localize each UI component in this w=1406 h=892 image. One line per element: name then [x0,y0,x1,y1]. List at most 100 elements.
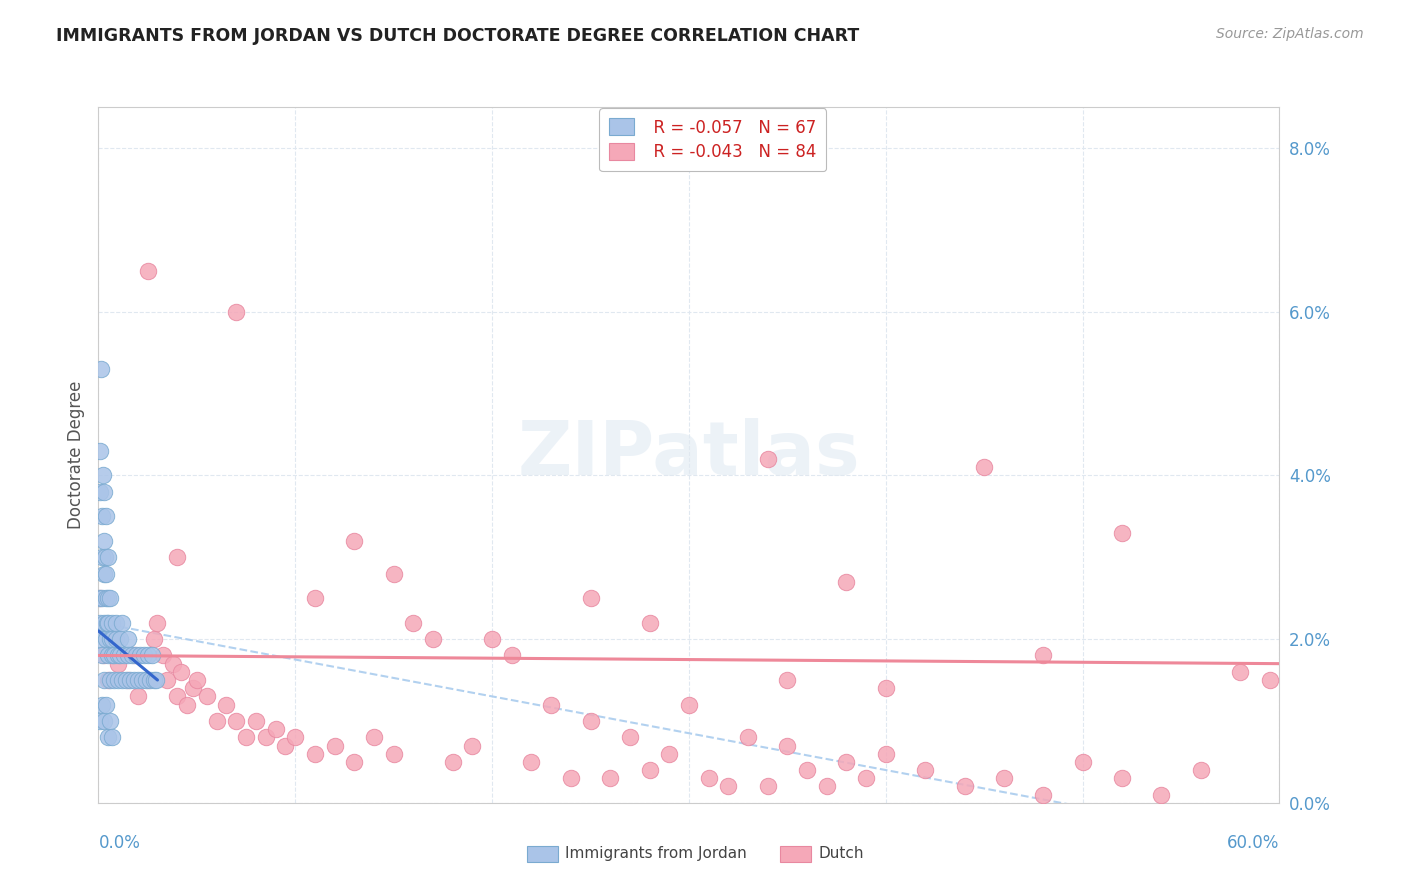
Point [993,771,1015,785]
Point [96,632,118,646]
Point [97,648,120,663]
Point [599,771,621,785]
Point [93,714,115,728]
Point [127,690,149,704]
Point [98,632,121,646]
Point [117,632,139,646]
Point [1071,755,1094,769]
Point [97,550,120,565]
Point [91,698,114,712]
Point [323,739,346,753]
Point [678,698,700,712]
Point [103,648,125,663]
Point [638,615,661,630]
Point [225,714,247,728]
Point [93,615,115,630]
Legend:   R = -0.057   N = 67,   R = -0.043   N = 84: R = -0.057 N = 67, R = -0.043 N = 84 [599,109,825,171]
Point [89,615,111,630]
Point [96,698,118,712]
Point [481,632,503,646]
Point [121,648,143,663]
Point [111,673,134,687]
Point [101,731,124,745]
Point [96,591,118,606]
Point [363,731,385,745]
Point [1111,771,1133,785]
Text: Immigrants from Jordan: Immigrants from Jordan [565,847,747,861]
Point [973,460,995,475]
Text: 60.0%: 60.0% [1227,834,1279,852]
Point [141,648,163,663]
Point [254,731,277,745]
Point [146,615,169,630]
Point [101,632,124,646]
Point [118,673,141,687]
Point [875,747,897,761]
Point [560,771,582,785]
Point [343,755,366,769]
Point [128,648,150,663]
Point [96,566,118,581]
Point [756,780,779,794]
Point [132,648,155,663]
Point [115,673,138,687]
Point [855,771,877,785]
Point [108,632,131,646]
Point [89,632,111,646]
Point [1258,673,1281,687]
Point [461,739,484,753]
Point [304,591,326,606]
Point [756,452,779,467]
Point [166,550,188,565]
Point [93,484,115,499]
Point [205,714,228,728]
Point [89,714,111,728]
Point [89,484,111,499]
Point [274,739,297,753]
Point [136,648,159,663]
Point [717,780,740,794]
Point [97,731,120,745]
Text: Dutch: Dutch [818,847,863,861]
Point [138,673,160,687]
Point [776,673,799,687]
Point [170,665,193,679]
Point [108,648,131,663]
Point [98,591,121,606]
Point [131,673,153,687]
Point [107,673,129,687]
Point [152,648,174,663]
Point [284,731,307,745]
Point [195,690,218,704]
Point [343,533,366,548]
Point [1111,525,1133,540]
Point [105,632,128,646]
Point [953,780,976,794]
Point [619,731,641,745]
Point [93,533,115,548]
Point [186,673,208,687]
Text: ZIPatlas: ZIPatlas [517,418,860,491]
Point [1032,788,1054,802]
Text: Source: ZipAtlas.com: Source: ZipAtlas.com [1216,27,1364,41]
Point [105,615,128,630]
Point [103,673,125,687]
Point [225,304,247,318]
Point [264,722,287,736]
Point [579,591,602,606]
Point [117,673,139,687]
Y-axis label: Doctorate Degree: Doctorate Degree [66,381,84,529]
Point [136,673,159,687]
Point [382,747,405,761]
Text: 0.0%: 0.0% [98,834,141,852]
Point [1189,763,1212,777]
Point [1150,788,1173,802]
Point [89,443,111,458]
Point [835,574,858,589]
Point [91,591,114,606]
Point [520,755,543,769]
Point [245,714,267,728]
Point [103,632,125,646]
Point [122,673,145,687]
Point [89,591,111,606]
